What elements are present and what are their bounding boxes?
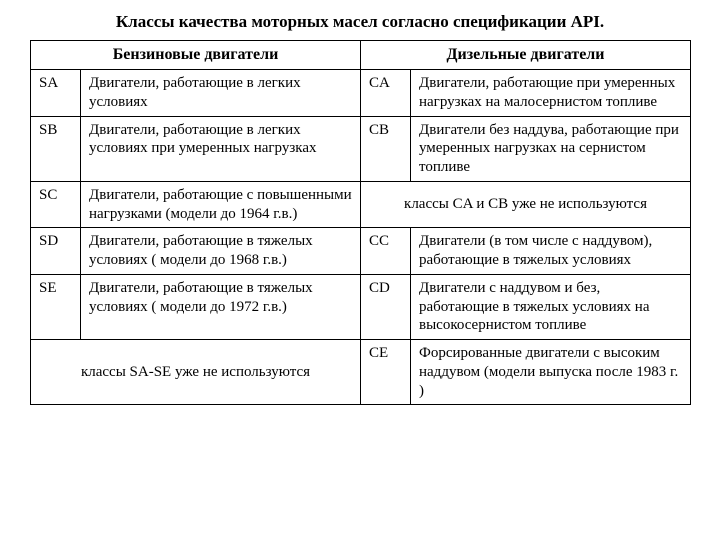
- diesel-desc: Форсированные двигатели с высоким наддув…: [411, 340, 691, 405]
- gasoline-note: классы SA-SE уже не используются: [31, 340, 361, 405]
- header-gasoline: Бензиновые двигатели: [31, 41, 361, 70]
- gasoline-code: SA: [31, 70, 81, 117]
- gasoline-code: SD: [31, 228, 81, 275]
- gasoline-code: SB: [31, 116, 81, 181]
- page-title: Классы качества моторных масел согласно …: [30, 12, 690, 32]
- diesel-code: CC: [361, 228, 411, 275]
- gasoline-desc: Двигатели, работающие в легких условиях: [81, 70, 361, 117]
- diesel-desc: Двигатели с наддувом и без, работающие в…: [411, 274, 691, 339]
- diesel-code: CB: [361, 116, 411, 181]
- diesel-desc: Двигатели без наддува, работающие при ум…: [411, 116, 691, 181]
- diesel-code: CD: [361, 274, 411, 339]
- table-row: SB Двигатели, работающие в легких услови…: [31, 116, 691, 181]
- gasoline-desc: Двигатели, работающие в тяжелых условиях…: [81, 274, 361, 339]
- diesel-desc: Двигатели (в том числе с наддувом), рабо…: [411, 228, 691, 275]
- table-row: SC Двигатели, работающие с повышенными н…: [31, 181, 691, 228]
- table-row: SA Двигатели, работающие в легких услови…: [31, 70, 691, 117]
- diesel-code: CA: [361, 70, 411, 117]
- gasoline-desc: Двигатели, работающие с повышенными нагр…: [81, 181, 361, 228]
- gasoline-desc: Двигатели, работающие в легких условиях …: [81, 116, 361, 181]
- table-row: SE Двигатели, работающие в тяжелых услов…: [31, 274, 691, 339]
- gasoline-desc: Двигатели, работающие в тяжелых условиях…: [81, 228, 361, 275]
- table-header-row: Бензиновые двигатели Дизельные двигатели: [31, 41, 691, 70]
- table-row: SD Двигатели, работающие в тяжелых услов…: [31, 228, 691, 275]
- gasoline-code: SC: [31, 181, 81, 228]
- diesel-note: классы CA и CB уже не используются: [361, 181, 691, 228]
- gasoline-code: SE: [31, 274, 81, 339]
- oil-classes-table: Бензиновые двигатели Дизельные двигатели…: [30, 40, 691, 405]
- diesel-code: CE: [361, 340, 411, 405]
- diesel-desc: Двигатели, работающие при умеренных нагр…: [411, 70, 691, 117]
- table-row: классы SA-SE уже не используются CE Форс…: [31, 340, 691, 405]
- header-diesel: Дизельные двигатели: [361, 41, 691, 70]
